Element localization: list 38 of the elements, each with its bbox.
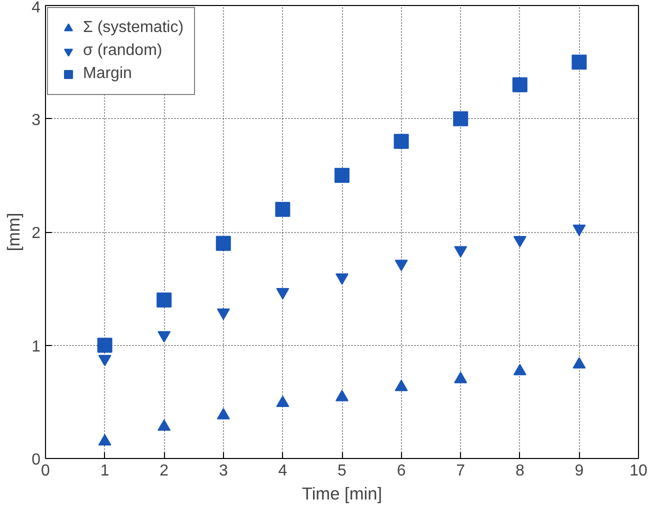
point bbox=[572, 54, 587, 70]
point bbox=[512, 77, 528, 92]
y-tick-label: 0 bbox=[32, 452, 41, 468]
legend-label: Σ (systematic) bbox=[83, 19, 184, 37]
x-tick-label: 9 bbox=[574, 462, 584, 480]
point bbox=[334, 168, 350, 183]
y-tick-label: 4 bbox=[32, 0, 41, 16]
y-tick-label: 3 bbox=[32, 112, 41, 129]
point bbox=[394, 134, 409, 149]
y-axis-title: [mm] bbox=[4, 212, 24, 252]
x-tick-label: 5 bbox=[338, 462, 347, 480]
point bbox=[336, 390, 348, 402]
x-tick-label: 4 bbox=[278, 462, 288, 480]
point bbox=[98, 434, 112, 446]
x-tick-label: 1 bbox=[100, 462, 110, 480]
legend-label: Margin bbox=[83, 65, 132, 83]
point bbox=[513, 364, 526, 376]
y-tick-label: 1 bbox=[32, 338, 41, 356]
point bbox=[156, 292, 172, 308]
point bbox=[572, 357, 586, 368]
point bbox=[276, 396, 290, 407]
x-axis-title: Time [min] bbox=[302, 484, 382, 504]
x-tick-label: 8 bbox=[515, 462, 524, 480]
point bbox=[453, 111, 468, 126]
x-tick-label: 2 bbox=[160, 462, 169, 480]
point bbox=[97, 338, 112, 353]
x-tick-label: 10 bbox=[630, 462, 648, 480]
point bbox=[454, 372, 468, 384]
point bbox=[216, 408, 230, 420]
legend-label: σ (random) bbox=[83, 42, 162, 60]
point bbox=[394, 380, 408, 392]
point bbox=[158, 419, 171, 431]
x-tick-label: 7 bbox=[456, 462, 466, 480]
point bbox=[275, 202, 290, 217]
x-tick-label: 3 bbox=[218, 462, 228, 480]
x-tick-label: 6 bbox=[396, 462, 406, 480]
point bbox=[216, 236, 231, 251]
y-tick-label: 2 bbox=[32, 225, 41, 242]
